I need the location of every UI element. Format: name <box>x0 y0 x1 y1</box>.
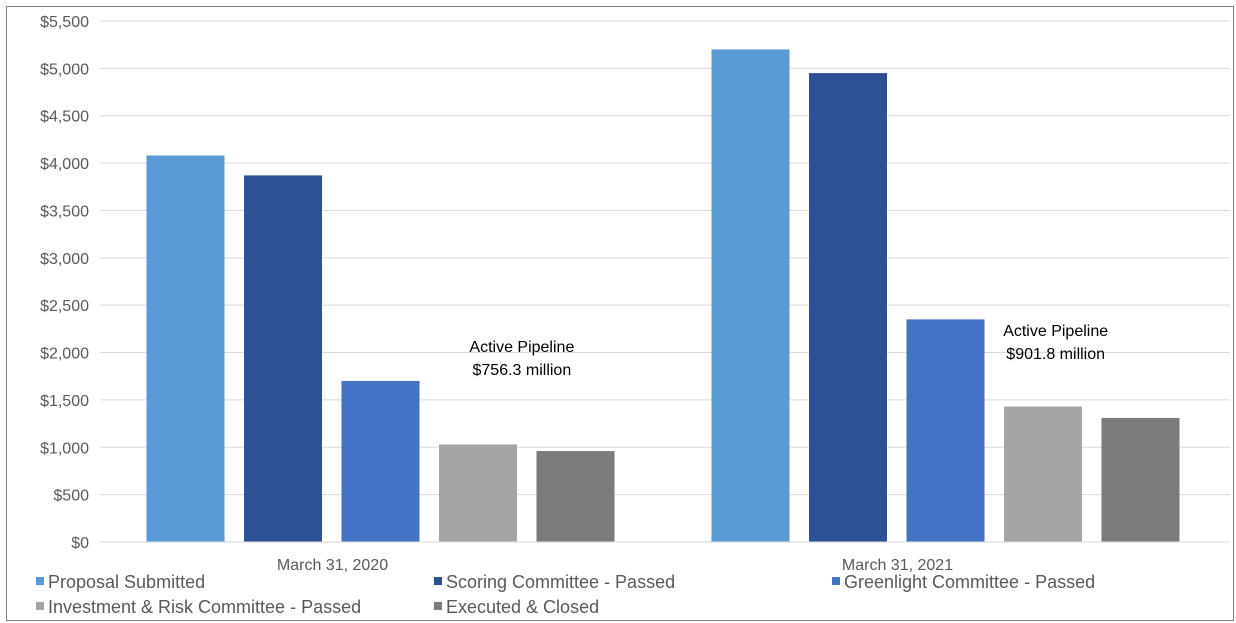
annotation-text: Active Pipeline <box>1003 323 1108 340</box>
legend-swatch <box>434 602 442 610</box>
annotations: Active Pipeline $756.3 million Active Pipe… <box>469 323 1108 379</box>
x-category-label: March 31, 2021 <box>842 557 953 574</box>
y-tick-label: $3,000 <box>40 251 89 268</box>
y-tick-label: $2,000 <box>40 346 89 363</box>
legend-label: Executed & Closed <box>446 597 599 617</box>
annotation-text: Active Pipeline <box>469 339 574 356</box>
legend-label: Investment & Risk Committee - Passed <box>48 597 361 617</box>
annotation-text: $901.8 million <box>1006 346 1105 363</box>
y-tick-label: $500 <box>53 488 89 505</box>
y-tick-label: $4,000 <box>40 156 89 173</box>
bar <box>809 73 887 542</box>
y-tick-label: $4,500 <box>40 109 89 126</box>
legend-label: Greenlight Committee - Passed <box>844 572 1095 592</box>
y-axis-tick-labels: $0 $500 $1,000 $1,500 $2,000 $2,500 $3,000 $3,5… <box>40 14 89 552</box>
bar <box>1004 406 1082 542</box>
bar <box>711 49 790 542</box>
bars <box>146 49 1180 542</box>
legend-label: Scoring Committee - Passed <box>446 572 675 592</box>
annotation-text: $756.3 million <box>473 362 572 379</box>
legend: Proposal Submitted Scoring Committee - Pa… <box>36 572 1095 617</box>
legend-label: Proposal Submitted <box>48 572 205 592</box>
x-axis-category-labels: March 31, 2020 March 31, 2021 <box>277 557 953 574</box>
y-tick-label: $1,500 <box>40 393 89 410</box>
y-tick-label: $0 <box>71 535 89 552</box>
y-tick-label: $3,500 <box>40 203 89 220</box>
legend-swatch <box>832 577 840 585</box>
y-tick-label: $1,000 <box>40 440 89 457</box>
x-category-label: March 31, 2020 <box>277 557 388 574</box>
bar <box>1101 417 1180 542</box>
bar <box>341 380 420 542</box>
legend-swatch <box>36 577 44 585</box>
bar <box>146 155 225 542</box>
y-tick-label: $5,000 <box>40 61 89 78</box>
bar <box>906 319 985 542</box>
legend-swatch <box>434 577 442 585</box>
bar <box>439 444 517 542</box>
y-tick-label: $2,500 <box>40 298 89 315</box>
bar <box>536 451 615 542</box>
bar <box>244 175 322 542</box>
y-tick-label: $5,500 <box>40 14 89 31</box>
legend-swatch <box>36 602 44 610</box>
